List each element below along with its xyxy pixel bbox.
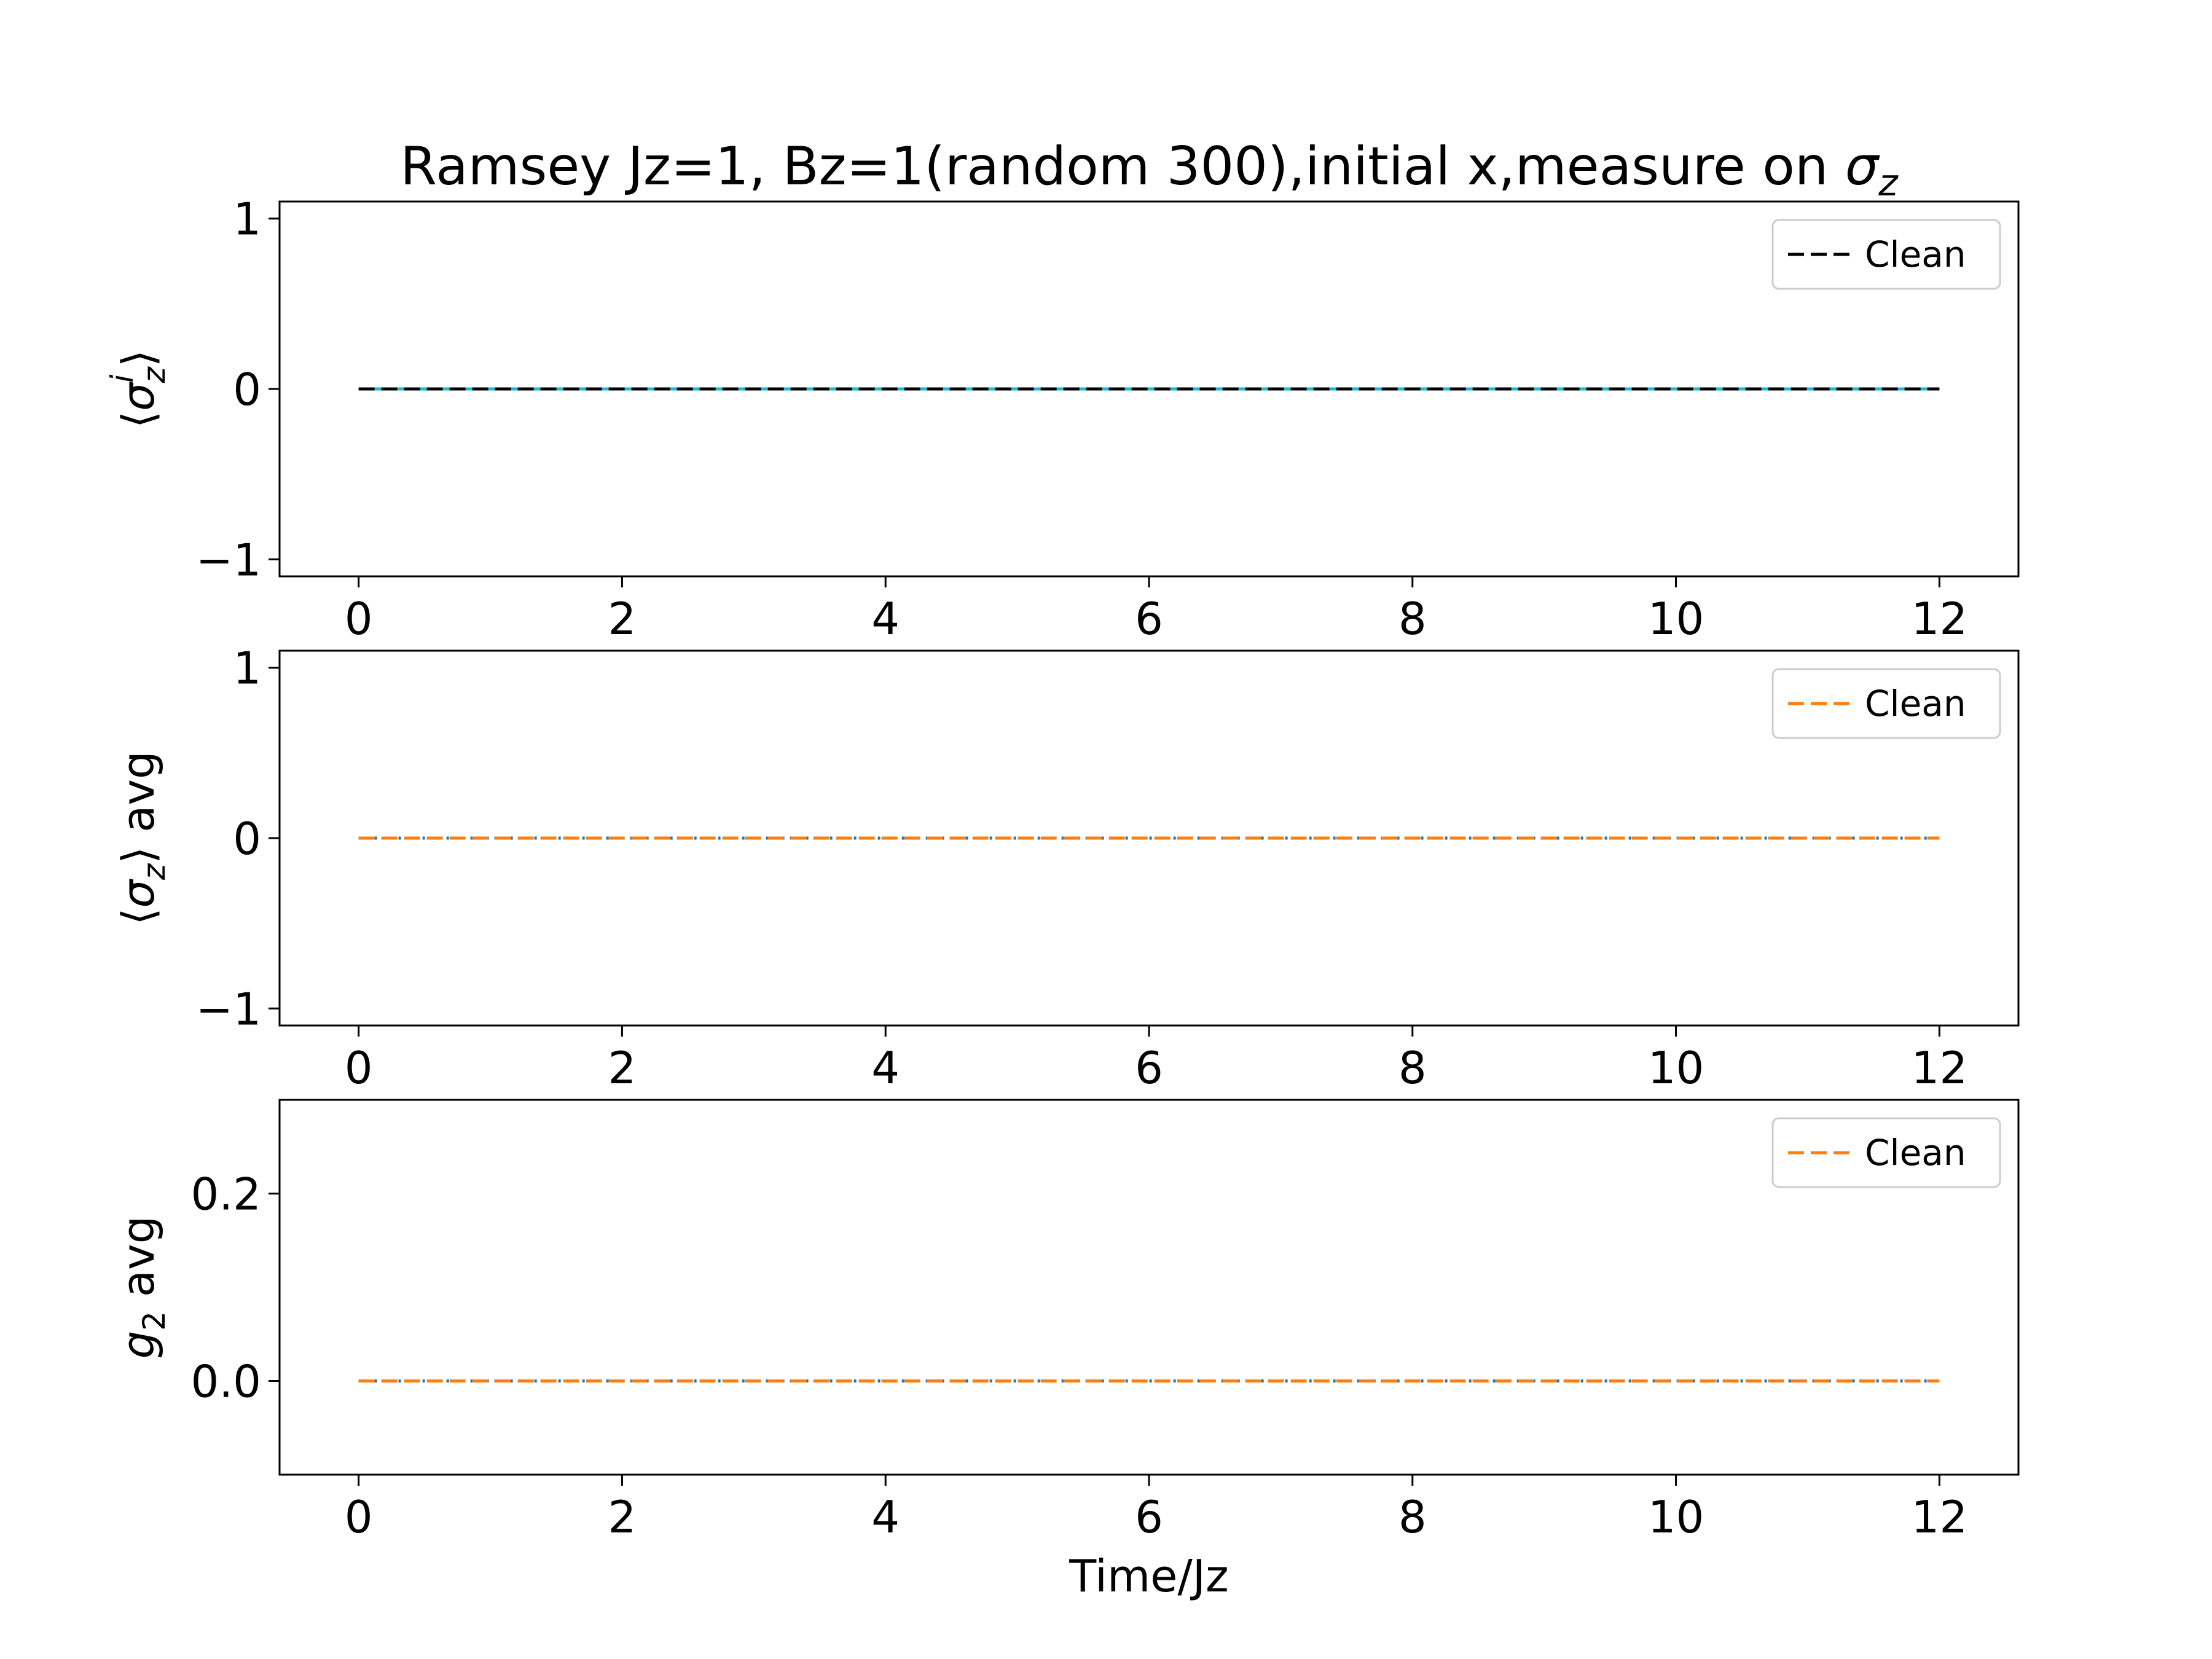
ylabel-bracket-open: ⟨ xyxy=(112,411,164,428)
x-axis-label: Time/Jz xyxy=(1069,1550,1229,1602)
x-tick-label: 8 xyxy=(1398,593,1427,645)
y-tick-label: 1 xyxy=(233,194,261,245)
panel-1: 0 2 4 6 8 10 12 −1 0 1 ⟨σiz⟩ Clean xyxy=(104,194,2020,645)
title-main: Ramsey Jz=1, Bz=1(random 300),initial x,… xyxy=(400,136,1845,197)
y-tick-label: 0 xyxy=(233,364,261,415)
ylabel-subscript: z xyxy=(136,863,172,880)
x-tick-label: 12 xyxy=(1912,1042,1968,1094)
y-tick-label: −1 xyxy=(196,983,261,1035)
title-math-sub: z xyxy=(1878,162,1899,205)
x-tick-label: 6 xyxy=(1135,593,1163,645)
x-tick-label: 10 xyxy=(1648,593,1704,645)
x-tick-label: 6 xyxy=(1135,1042,1163,1094)
ylabel-symbol: g xyxy=(112,1331,164,1359)
y-axis-label: ⟨σiz⟩ xyxy=(104,350,172,428)
y-tick-label: 0 xyxy=(233,813,261,865)
x-tick-label: 10 xyxy=(1648,1491,1704,1543)
y-tick-label: 0.2 xyxy=(190,1169,261,1220)
x-tick-label: 12 xyxy=(1912,1491,1968,1543)
x-tick-label: 0 xyxy=(345,1042,373,1094)
x-tick-label: 2 xyxy=(608,593,637,645)
ylabel-tail: avg xyxy=(112,1216,164,1311)
ylabel-tail: ⟩ avg xyxy=(112,751,164,863)
y-tick-label: −1 xyxy=(196,534,261,586)
legend-label: Clean xyxy=(1865,683,1966,724)
ylabel-subscript: z xyxy=(136,366,172,383)
legend-box xyxy=(1771,219,2001,290)
legend-box xyxy=(1771,668,2001,739)
x-tick-label: 8 xyxy=(1398,1491,1427,1543)
panel-2: 0 2 4 6 8 10 12 −1 0 1 ⟨σz⟩ avg Clean xyxy=(112,643,2020,1094)
x-tick-label: 2 xyxy=(608,1042,637,1094)
ylabel-bracket-open: ⟨ xyxy=(112,908,164,925)
y-tick-label: 0.0 xyxy=(190,1356,261,1408)
x-tick-label: 4 xyxy=(871,1042,900,1094)
ylabel-bracket-close: ⟩ xyxy=(112,350,164,367)
x-tick-label: 12 xyxy=(1912,593,1968,645)
x-tick-label: 4 xyxy=(871,1491,900,1543)
y-axis-label: g2 avg xyxy=(112,1216,172,1359)
ylabel-symbol: σ xyxy=(112,879,164,908)
legend: Clean xyxy=(1771,219,2001,290)
x-tick-label: 2 xyxy=(608,1491,637,1543)
legend: Clean xyxy=(1771,1117,2001,1188)
ylabel-symbol: σ xyxy=(112,382,164,411)
legend-label: Clean xyxy=(1865,233,1966,275)
ylabel-superscript: i xyxy=(104,374,140,383)
x-tick-label: 0 xyxy=(345,593,373,645)
figure-title: Ramsey Jz=1, Bz=1(random 300),initial x,… xyxy=(400,136,1899,205)
x-tick-label: 6 xyxy=(1135,1491,1163,1543)
legend: Clean xyxy=(1771,668,2001,739)
x-tick-label: 8 xyxy=(1398,1042,1427,1094)
x-tick-label: 0 xyxy=(345,1491,373,1543)
title-math: σ xyxy=(1845,136,1880,197)
y-axis-label: ⟨σz⟩ avg xyxy=(112,751,172,925)
x-tick-label: 10 xyxy=(1648,1042,1704,1094)
legend-label: Clean xyxy=(1865,1132,1966,1174)
ylabel-subscript: 2 xyxy=(136,1311,172,1331)
y-tick-label: 1 xyxy=(233,643,261,694)
x-tick-label: 4 xyxy=(871,593,900,645)
legend-box xyxy=(1771,1117,2001,1188)
